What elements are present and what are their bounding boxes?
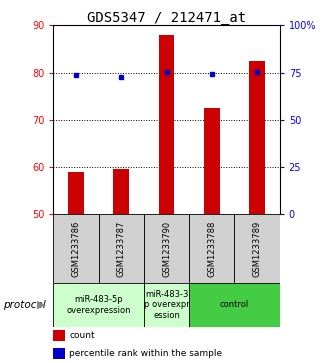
Bar [68,172,84,214]
Text: GSM1233788: GSM1233788 [207,220,216,277]
Bar [204,108,220,214]
Text: ▶: ▶ [37,300,46,310]
Bar [234,214,280,283]
Bar [249,61,265,214]
Text: GSM1233789: GSM1233789 [252,221,262,277]
Bar [189,214,234,283]
Bar [53,330,65,341]
Text: GSM1233786: GSM1233786 [71,220,81,277]
Bar [53,283,144,327]
Bar [99,214,144,283]
Text: GSM1233787: GSM1233787 [117,220,126,277]
Bar [159,35,174,214]
Bar [144,214,189,283]
Text: GSM1233790: GSM1233790 [162,221,171,277]
Bar [53,348,65,359]
Bar [189,283,280,327]
Text: GDS5347 / 212471_at: GDS5347 / 212471_at [87,11,246,25]
Text: control: control [220,301,249,309]
Text: percentile rank within the sample: percentile rank within the sample [69,350,222,358]
Bar [53,214,99,283]
Bar [144,283,189,327]
Text: protocol: protocol [3,300,46,310]
Text: miR-483-5p
overexpression: miR-483-5p overexpression [66,295,131,315]
Text: count: count [69,331,95,340]
Bar [113,169,129,214]
Text: miR-483-3
p overexpr
ession: miR-483-3 p overexpr ession [144,290,189,320]
